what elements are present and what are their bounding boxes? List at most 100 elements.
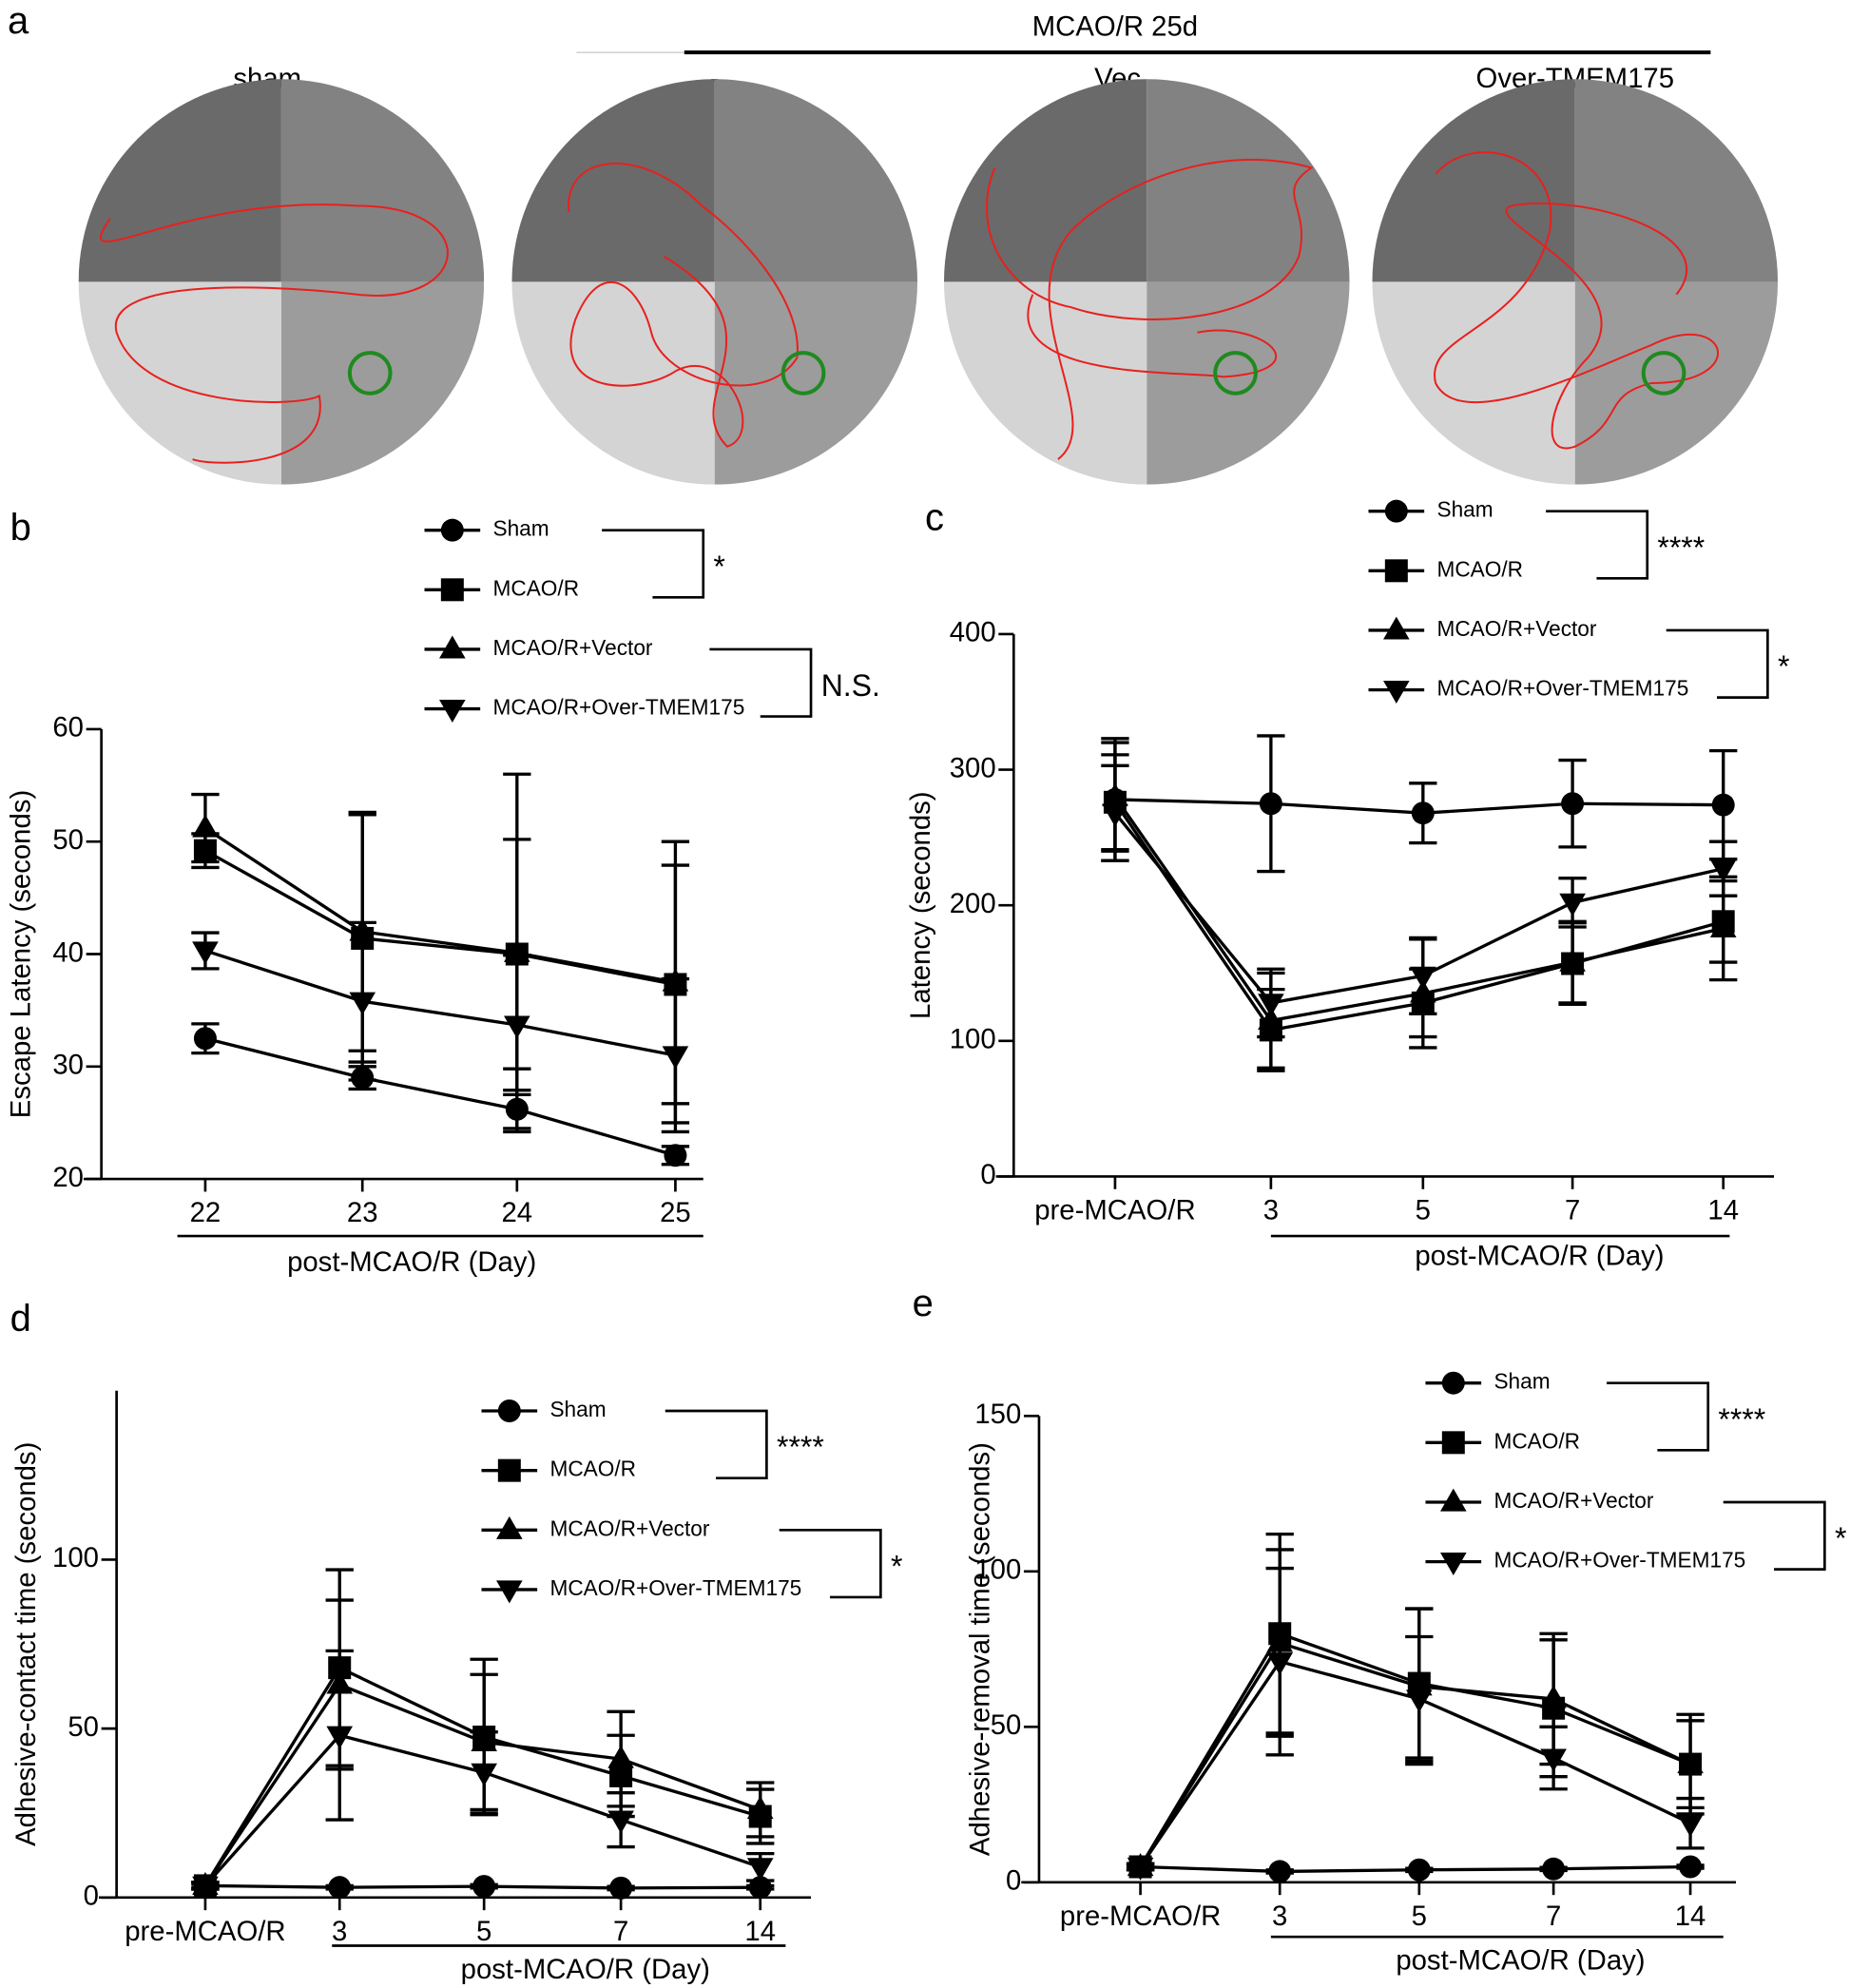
significance-label: * (891, 1549, 902, 1583)
y-tick-label: 100 (52, 1542, 99, 1573)
marker (1410, 966, 1436, 990)
marker (1711, 793, 1735, 817)
legend-marker (1383, 681, 1410, 704)
marker (192, 814, 219, 838)
arena (78, 79, 485, 485)
x-tick-label: 5 (1416, 1195, 1431, 1226)
y-tick-label: 200 (950, 888, 996, 919)
marker (1679, 1855, 1703, 1879)
marker (192, 941, 219, 965)
chart: d 0 50 100 pre-MCAO/R 3 5 7 14 post-MCAO/R (Day) A… (10, 1298, 903, 1985)
marker (1406, 1689, 1433, 1713)
x-tick-label: 14 (744, 1916, 776, 1947)
x-axis-label: post-MCAO/R (Day) (1415, 1240, 1664, 1271)
legend-marker (1440, 1488, 1467, 1512)
marker (349, 992, 376, 1015)
x-tick-label: pre-MCAO/R (125, 1916, 285, 1947)
legend-label: MCAO/R (549, 1457, 636, 1481)
significance-bracket (1607, 1381, 1710, 1452)
marker (746, 1796, 774, 1820)
marker (1259, 792, 1282, 816)
significance-label: **** (1718, 1402, 1765, 1437)
significance-bracket (1546, 510, 1649, 580)
legend-marker (439, 700, 466, 723)
x-tick-label: 7 (1565, 1195, 1580, 1226)
chart: b 20 30 40 50 60 22 23 24 25 post-MCAO/R (Day) Esca… (6, 507, 880, 1278)
legend-marker (1440, 1553, 1467, 1576)
x-axis-label: post-MCAO/R (Day) (287, 1246, 536, 1278)
y-axis-label: Adhesive-contact time (seconds) (10, 1442, 42, 1846)
quadrant (78, 281, 281, 485)
x-tick-label: 3 (332, 1916, 347, 1947)
quadrant (1372, 281, 1575, 485)
panel-label: c (925, 497, 944, 539)
marker (1266, 1652, 1294, 1676)
marker (1258, 994, 1284, 1017)
y-tick-label: 400 (950, 617, 996, 648)
x-tick-label: 3 (1272, 1901, 1287, 1932)
legend-label: Sham (1436, 497, 1493, 522)
marker (1268, 1860, 1292, 1883)
y-tick-label: 20 (52, 1162, 84, 1193)
y-tick-label: 0 (980, 1159, 995, 1190)
significance-label: * (1835, 1521, 1846, 1555)
legend-label: MCAO/R+Vector (1493, 1488, 1653, 1513)
significance-label: **** (777, 1430, 824, 1464)
legend-marker (1384, 499, 1408, 523)
marker (607, 1810, 634, 1834)
significance-bracket (779, 1528, 882, 1599)
significance-bracket (665, 1409, 768, 1479)
marker (1542, 1857, 1566, 1881)
x-tick-label: 25 (660, 1197, 691, 1228)
marker (1407, 1858, 1431, 1882)
quadrant (280, 79, 485, 282)
quadrant (943, 281, 1147, 485)
marker (1559, 893, 1586, 917)
y-axis-label: Adhesive-removal time (seconds) (965, 1442, 996, 1856)
legend-label: MCAO/R+Vector (492, 635, 652, 660)
legend-label: MCAO/R+Over-TMEM175 (1493, 1548, 1745, 1573)
x-tick-label: 23 (347, 1197, 378, 1228)
chart: c 0 100 200 300 400 pre-MCAO/R 3 5 7 14 post-MCAO/R… (905, 497, 1789, 1272)
legend-label: MCAO/R (492, 575, 579, 600)
x-tick-label: 5 (1412, 1901, 1427, 1932)
group-title: MCAO/R 25d (1032, 11, 1198, 43)
marker (192, 1876, 219, 1900)
marker (1709, 859, 1737, 883)
y-tick-label: 50 (52, 824, 84, 856)
legend-label: Sham (549, 1397, 606, 1421)
x-tick-label: pre-MCAO/R (1034, 1195, 1195, 1226)
legend-marker (496, 1580, 523, 1604)
panel-label: a (8, 0, 29, 42)
marker (504, 1015, 530, 1039)
y-tick-label: 100 (974, 1554, 1021, 1586)
legend-marker (439, 635, 466, 659)
quadrant (714, 281, 918, 485)
y-tick-label: 30 (52, 1050, 84, 1081)
legend-label: MCAO/R (1493, 1428, 1580, 1453)
legend-label: Sham (1493, 1369, 1550, 1394)
y-tick-label: 0 (84, 1881, 99, 1912)
x-tick-label: 7 (1546, 1901, 1561, 1932)
y-axis-label: Latency (seconds) (905, 791, 936, 1019)
marker (326, 1726, 354, 1749)
legend-label: MCAO/R+Over-TMEM175 (1436, 676, 1688, 701)
y-tick-label: 0 (1006, 1865, 1021, 1897)
significance-label: N.S. (821, 668, 880, 703)
platform (780, 351, 826, 396)
quadrant (1147, 281, 1350, 485)
marker (1102, 803, 1128, 827)
marker (1540, 1748, 1567, 1772)
quadrant (511, 79, 715, 282)
legend-label: Sham (492, 516, 549, 541)
marker (1411, 801, 1435, 825)
marker (607, 1745, 634, 1768)
legend-marker (497, 1458, 521, 1482)
y-axis-label: Escape Latency (seconds) (6, 790, 37, 1118)
quadrant (943, 79, 1147, 282)
arenas (78, 79, 1779, 485)
quadrant (280, 281, 485, 485)
x-tick-label: 22 (190, 1197, 222, 1228)
legend-label: MCAO/R+Over-TMEM175 (549, 1575, 801, 1600)
